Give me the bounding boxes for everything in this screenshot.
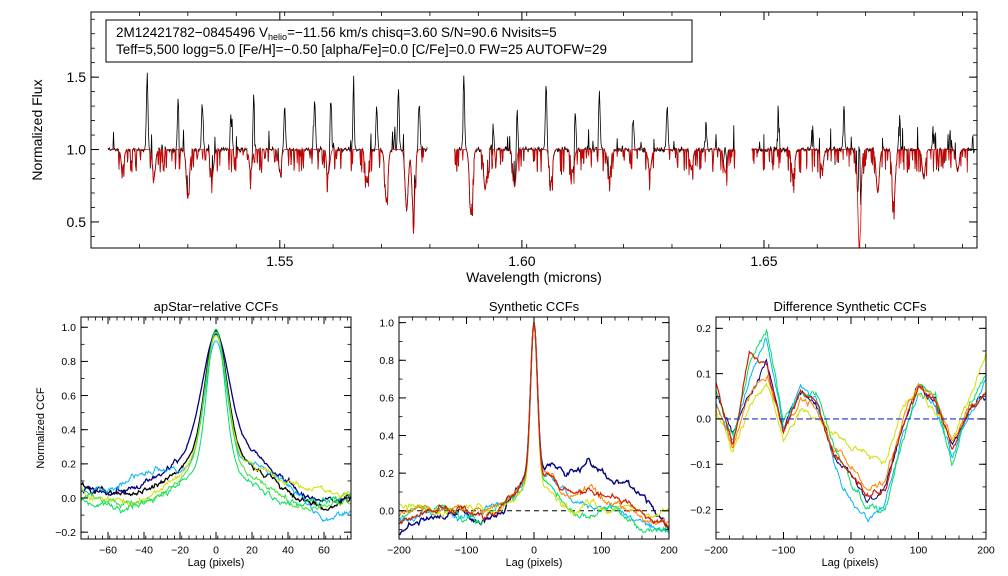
ccf-apstar-x-tick-label: −40 [135, 545, 153, 557]
ccf-apstar-y-tick-label: 0.0 [61, 493, 76, 505]
ccf-apstar-y-tick-label: −0.2 [55, 527, 76, 539]
ccf-apstar-x-tick-label: 40 [282, 545, 294, 557]
ccf-apstar-x-tick-label: −60 [99, 545, 117, 557]
spectrum-data [107, 72, 975, 248]
ccf-synthetic-x-tick-label: 200 [660, 545, 678, 557]
ccf-apstar-series-line [81, 333, 351, 504]
ccf-apstar-y-tick-label: 1.0 [61, 322, 76, 334]
ccf-difference-series-line [716, 350, 986, 498]
spectrum-panel: 1.55 1.60 1.65 0.5 1.0 1.5 2M12421782−0845496… [29, 11, 978, 285]
ccf-apstar-x-tick-label: 0 [213, 545, 219, 557]
ccf-apstar-series-line [81, 331, 351, 512]
ccf-apstar-x-tick-label: −20 [171, 545, 189, 557]
ccf-synthetic-x-tick-label: 0 [531, 545, 537, 557]
spectrum-model-line [454, 148, 736, 216]
ccf-synthetic-x-tick-label: 100 [593, 545, 611, 557]
spectrum-observed-line [453, 75, 736, 216]
ccf-synthetic-y-tick-label: 0.2 [379, 468, 394, 480]
spectrum-x-tick-label: 1.60 [508, 253, 535, 269]
ccf-synthetic-x-tick-label: −100 [455, 545, 479, 557]
ccf-synthetic-y-tick-label: 0.0 [379, 506, 394, 518]
spectrum-model-line [107, 148, 428, 234]
ccf-apstar-y-tick-label: 0.8 [61, 356, 76, 368]
spectrum-info-line2: Teff=5,500 logg=5.0 [Fe/H]=−0.50 [alpha/… [116, 42, 607, 57]
ccf-difference-series-line [716, 358, 986, 504]
ccf-apstar-y-label: Normalized CCF [35, 387, 47, 469]
spectrum-frame [90, 11, 978, 249]
ccf-difference-data [716, 328, 986, 523]
ccf-difference-y-tick-label: 0.1 [696, 368, 711, 380]
ccf-apstar-panel: apStar−relative CCFs −60 −40 −20 0 20 40 60 −0.… [35, 299, 352, 569]
ccf-synthetic-series-line [399, 322, 669, 525]
ccf-synthetic-y-tick-label: 0.8 [379, 355, 394, 367]
ccf-apstar-x-label: Lag (pixels) [188, 557, 245, 569]
ccf-apstar-y-tick-label: 0.2 [61, 459, 76, 471]
spectrum-x-tick-label: 1.65 [750, 253, 777, 269]
ccf-synthetic-series-line [399, 322, 669, 536]
spectrum-x-tick-label: 1.55 [266, 253, 293, 269]
spectrum-info-line1: 2M12421782−0845496 Vhelio=−11.56 km/s ch… [116, 25, 557, 42]
ccf-synthetic-series-line [399, 322, 669, 530]
spectrum-y-tick-label: 0.5 [67, 214, 87, 230]
ccf-synthetic-x-tick-label: −200 [387, 545, 411, 557]
ccf-synthetic-series-line [399, 322, 669, 519]
ccf-apstar-data [81, 328, 351, 523]
ccf-difference-series-line [716, 374, 986, 491]
ccf-difference-x-tick-label: −100 [772, 545, 796, 557]
ccf-difference-y-tick-label: 0.2 [696, 323, 711, 335]
ccf-synthetic-x-label: Lag (pixels) [506, 557, 563, 569]
ccf-difference-x-tick-label: 100 [910, 545, 928, 557]
ccf-difference-x-tick-label: 0 [848, 545, 854, 557]
ccf-apstar-x-tick-label: 60 [318, 545, 330, 557]
spectrum-x-label: Wavelength (microns) [466, 269, 602, 285]
ccf-difference-series-line [716, 337, 986, 523]
ccf-apstar-series-line [81, 329, 351, 511]
ccf-difference-x-label: Lag (pixels) [822, 557, 879, 569]
ccf-difference-y-tick-label: −0.1 [690, 459, 711, 471]
ccf-difference-y-tick-label: −0.2 [690, 504, 711, 516]
spectrum-ticks: 1.55 1.60 1.65 0.5 1.0 1.5 [67, 12, 977, 269]
spectrum-y-tick-label: 1.5 [67, 69, 87, 85]
spectrum-model-line [751, 148, 975, 248]
ccf-synthetic-ticks: −200 −100 0 100 200 0.0 0.2 0.4 0.6 0.8 1.0 [379, 317, 678, 557]
ccf-apstar-series-line [81, 340, 351, 523]
ccf-apstar-title: apStar−relative CCFs [154, 299, 279, 314]
ccf-synthetic-y-tick-label: 0.6 [379, 393, 394, 405]
spectrum-info-box [105, 19, 693, 63]
ccf-synthetic-y-tick-label: 0.4 [379, 430, 394, 442]
ccf-synthetic-y-tick-label: 1.0 [379, 317, 394, 329]
ccf-apstar-ticks: −60 −40 −20 0 20 40 60 −0.2 0.0 0.2 0.4 0.6 0.8 1.0 [55, 317, 351, 557]
ccf-difference-x-tick-label: 200 [977, 545, 995, 557]
ccf-apstar-series-line [81, 328, 351, 514]
ccf-apstar-x-tick-label: 20 [246, 545, 258, 557]
spectrum-y-tick-label: 1.0 [67, 142, 87, 158]
ccf-difference-ticks: −200 −100 0 100 200 −0.2 −0.1 0.0 0.1 0.2 [690, 317, 995, 557]
ccf-apstar-y-tick-label: 0.6 [61, 390, 76, 402]
ccf-apstar-series-line [81, 335, 351, 507]
spectrum-y-label: Normalized Flux [29, 79, 45, 180]
ccf-difference-series-line [716, 352, 986, 465]
ccf-difference-x-tick-label: −200 [704, 545, 728, 557]
ccf-difference-panel: Difference Synthetic CCFs −200 −100 0 100 20… [690, 299, 995, 569]
ccf-difference-y-tick-label: 0.0 [696, 414, 711, 426]
ccf-apstar-y-tick-label: 0.4 [61, 424, 76, 436]
ccf-difference-title: Difference Synthetic CCFs [774, 299, 927, 314]
ccf-synthetic-data [399, 322, 669, 536]
ccf-synthetic-title: Synthetic CCFs [489, 299, 580, 314]
ccf-synthetic-panel: Synthetic CCFs −200 −100 0 100 200 0.0 0.2 0.4 0… [379, 299, 678, 569]
